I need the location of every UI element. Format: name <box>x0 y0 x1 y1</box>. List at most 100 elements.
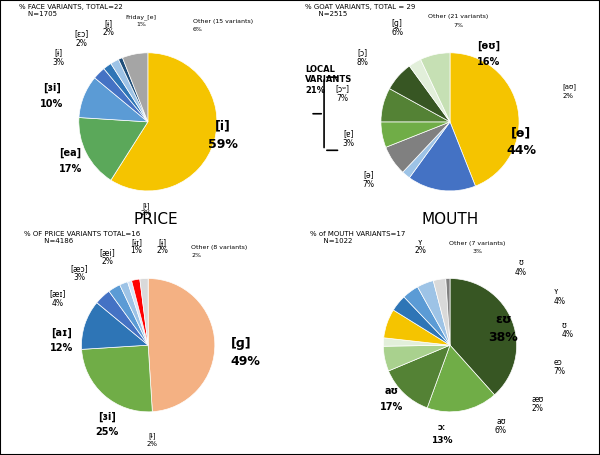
Text: [æɔ]: [æɔ] <box>70 263 88 273</box>
Text: Other (8 variants): Other (8 variants) <box>191 245 248 250</box>
Text: [æɪ]: [æɪ] <box>50 289 66 298</box>
Wedge shape <box>409 122 475 191</box>
Text: 6%: 6% <box>391 28 403 37</box>
Wedge shape <box>409 60 450 122</box>
Text: 7%: 7% <box>554 367 566 376</box>
Text: % GOAT VARIANTS, TOTAL = 29
      N=2515: % GOAT VARIANTS, TOTAL = 29 N=2515 <box>305 4 416 17</box>
Text: [ɜi]: [ɜi] <box>98 412 116 422</box>
Text: [ɨ]: [ɨ] <box>142 202 150 209</box>
Text: 6%: 6% <box>193 27 202 32</box>
Text: ɔː: ɔː <box>438 423 446 432</box>
Text: 7%: 7% <box>363 180 375 189</box>
Text: 2%: 2% <box>103 28 115 37</box>
Text: 2%: 2% <box>76 39 87 48</box>
Wedge shape <box>427 345 494 412</box>
Text: [ɨ]: [ɨ] <box>148 433 156 440</box>
Text: 17%: 17% <box>59 164 82 174</box>
Text: aʊ: aʊ <box>384 386 398 396</box>
Wedge shape <box>421 53 450 122</box>
Text: [æi]: [æi] <box>100 248 115 257</box>
Wedge shape <box>148 278 215 412</box>
Text: 2%: 2% <box>141 210 152 216</box>
Text: 2%: 2% <box>157 247 168 255</box>
Text: [ea]: [ea] <box>59 148 82 158</box>
Text: 2%: 2% <box>414 247 426 255</box>
Text: [ɨ]: [ɨ] <box>158 238 166 247</box>
Text: [ɵʊ]: [ɵʊ] <box>478 41 500 51</box>
Text: ɛʊ: ɛʊ <box>495 313 512 326</box>
Wedge shape <box>79 78 148 122</box>
Wedge shape <box>433 278 450 345</box>
Title: MOUTH: MOUTH <box>421 212 479 228</box>
Text: Other (21 variants): Other (21 variants) <box>428 14 488 19</box>
Text: [ɵ]: [ɵ] <box>511 126 532 140</box>
Wedge shape <box>403 122 450 178</box>
Text: eɔ: eɔ <box>554 358 562 367</box>
Wedge shape <box>383 338 450 346</box>
Text: 59%: 59% <box>208 138 238 151</box>
Wedge shape <box>118 58 148 122</box>
Text: 2%: 2% <box>562 92 573 98</box>
Text: 2%: 2% <box>532 404 544 413</box>
Text: 3%: 3% <box>472 249 482 254</box>
Text: 6%: 6% <box>495 426 507 435</box>
Text: 4%: 4% <box>562 330 574 339</box>
Wedge shape <box>82 303 148 349</box>
Text: aʊ: aʊ <box>496 417 506 425</box>
Wedge shape <box>97 291 148 345</box>
Wedge shape <box>394 297 450 345</box>
Text: 4%: 4% <box>515 268 527 277</box>
Wedge shape <box>388 345 450 408</box>
Text: 3%: 3% <box>73 273 85 282</box>
Text: 3%: 3% <box>343 139 355 148</box>
Text: 8%: 8% <box>356 58 368 67</box>
Wedge shape <box>131 279 148 345</box>
Wedge shape <box>128 281 148 345</box>
Text: 13%: 13% <box>431 436 453 445</box>
Text: 49%: 49% <box>230 355 260 368</box>
Wedge shape <box>389 66 450 122</box>
Text: % FACE VARIANTS, TOTAL=22
    N=1705: % FACE VARIANTS, TOTAL=22 N=1705 <box>19 4 123 17</box>
Text: 17%: 17% <box>380 401 403 411</box>
Wedge shape <box>95 69 148 122</box>
Text: 2%: 2% <box>146 440 158 447</box>
Text: [ɨ]: [ɨ] <box>55 48 62 57</box>
Text: [ɛɔ]: [ɛɔ] <box>74 30 88 39</box>
Text: 44%: 44% <box>506 144 536 157</box>
Text: Friday_[e]: Friday_[e] <box>126 14 157 20</box>
Text: [ɐ]: [ɐ] <box>343 130 353 138</box>
Text: æʊ: æʊ <box>532 394 544 404</box>
Text: [i]: [i] <box>215 119 230 132</box>
Text: % of MOUTH VARIANTS=17
      N=1022: % of MOUTH VARIANTS=17 N=1022 <box>310 232 406 244</box>
Text: ʏ: ʏ <box>554 287 558 296</box>
Text: LOCAL
VARIANTS
21%: LOCAL VARIANTS 21% <box>305 65 353 95</box>
Text: 16%: 16% <box>478 57 500 67</box>
Text: Other (7 variants): Other (7 variants) <box>449 241 506 246</box>
Text: [ɡ]: [ɡ] <box>230 337 251 350</box>
Wedge shape <box>450 278 517 395</box>
Text: [ɨ]: [ɨ] <box>105 19 113 28</box>
Text: [aʊ]: [aʊ] <box>562 83 576 90</box>
Text: [ə]: [ə] <box>364 170 374 179</box>
Wedge shape <box>79 117 148 180</box>
Text: 10%: 10% <box>40 99 64 109</box>
Text: [aɪ]: [aɪ] <box>52 328 72 338</box>
Text: [ɨɪ]: [ɨɪ] <box>131 238 142 247</box>
Text: ʏ: ʏ <box>418 238 422 247</box>
Text: 12%: 12% <box>50 344 73 354</box>
Text: 1%: 1% <box>130 247 142 255</box>
Wedge shape <box>120 282 148 345</box>
Wedge shape <box>111 60 148 122</box>
Text: 25%: 25% <box>96 427 119 437</box>
Text: 4%: 4% <box>554 297 566 306</box>
Wedge shape <box>140 278 148 345</box>
Text: 3%: 3% <box>52 58 64 67</box>
Wedge shape <box>104 64 148 122</box>
Text: ʊ: ʊ <box>518 258 523 267</box>
Text: [ɔʷ]: [ɔʷ] <box>336 84 350 93</box>
Wedge shape <box>418 281 450 345</box>
Text: ʊ: ʊ <box>562 321 566 330</box>
Text: Other (15 variants): Other (15 variants) <box>193 19 253 24</box>
Wedge shape <box>450 53 519 186</box>
Wedge shape <box>386 122 450 172</box>
